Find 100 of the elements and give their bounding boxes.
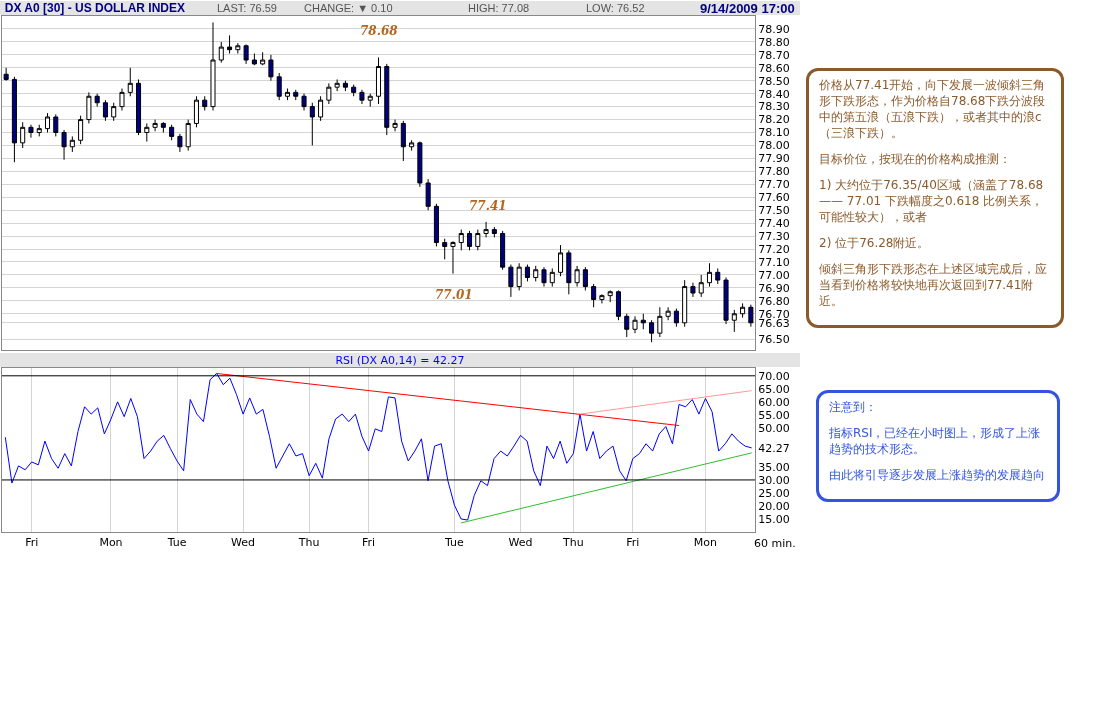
annotation: 77.41 — [469, 199, 507, 213]
y-tick-label: 77.60 — [758, 191, 790, 205]
annotation: 77.01 — [435, 288, 473, 302]
candlestick — [53, 113, 59, 137]
text: 1) 大约位于76.35/40区域（涵盖了78.68 —— 77.01 下跌幅度之0.618 比例关系，可能性较大），或者 — [819, 177, 1045, 225]
y-tick-label: 77.90 — [758, 152, 790, 166]
y-tick-label: 65.00 — [758, 382, 790, 396]
y-tick-label: 77.40 — [758, 216, 790, 230]
candlestick — [442, 238, 448, 260]
candlestick — [351, 84, 357, 97]
candlestick — [574, 265, 580, 288]
y-tick-label: 78.00 — [758, 139, 790, 153]
y-tick-label: 50.00 — [758, 421, 790, 435]
x-tick-label: Tue — [166, 536, 187, 550]
candlestick — [582, 266, 588, 291]
candlestick — [160, 121, 166, 134]
y-tick-label: 78.50 — [758, 74, 790, 88]
candlestick — [392, 119, 398, 132]
candlestick — [549, 267, 555, 288]
candlestick — [731, 309, 737, 333]
y-tick-label: 77.50 — [758, 204, 790, 218]
candlestick — [475, 229, 481, 251]
y-tick-label: 77.80 — [758, 165, 790, 179]
candlestick — [491, 226, 497, 238]
candlestick — [185, 119, 191, 152]
candlestick — [533, 265, 539, 282]
candlestick — [624, 313, 630, 338]
candlestick — [607, 289, 613, 303]
text: 由此将引导逐步发展上涨趋势的发展趋向 — [829, 467, 1046, 483]
candlestick — [715, 267, 721, 285]
x-tick-label: Fri — [626, 536, 640, 550]
candlestick — [640, 313, 646, 330]
candlestick — [516, 262, 522, 291]
candlestick — [144, 122, 150, 143]
candlestick — [3, 67, 9, 82]
y-tick-label: 78.70 — [758, 48, 790, 62]
candlestick — [193, 95, 199, 128]
candlestick — [309, 102, 315, 146]
candlestick — [342, 80, 348, 92]
y-tick-label: 76.80 — [758, 294, 790, 308]
candlestick — [483, 221, 489, 238]
candlestick — [227, 34, 233, 55]
candlestick — [698, 274, 704, 298]
candlestick — [359, 89, 365, 105]
text: LAST: 76.59 — [217, 2, 277, 14]
text: 注意到： — [829, 399, 878, 415]
y-tick-label: 20.00 — [758, 499, 790, 513]
candlestick — [649, 319, 655, 343]
text: 指标RSI，已经在小时图上，形成了上涨趋势的技术形态。 — [829, 425, 1042, 457]
text: 9/14/2009 17:00 — [700, 1, 795, 16]
candlestick — [566, 249, 572, 295]
candlestick — [740, 302, 746, 319]
candlestick — [500, 230, 506, 271]
candlestick — [119, 88, 125, 111]
candlestick — [558, 244, 564, 277]
candlestick — [458, 229, 464, 251]
y-tick-label: 15.00 — [758, 512, 790, 526]
y-tick-label: 77.20 — [758, 242, 790, 256]
candlestick — [44, 112, 51, 134]
text: 倾斜三角形下跌形态在上述区域完成后，应当看到价格将较快地再次返回到77.41附近。 — [819, 261, 1048, 309]
y-tick-label: 78.60 — [758, 61, 790, 75]
y-tick-label: 78.90 — [758, 22, 790, 36]
x-tick-label: Thu — [562, 536, 584, 550]
candlestick — [152, 119, 158, 132]
candlestick — [508, 264, 514, 298]
y-tick-label: 25.00 — [758, 486, 790, 500]
candlestick — [293, 89, 299, 101]
candlestick — [591, 283, 597, 308]
text: CHANGE: ▼ 0.10 — [304, 2, 393, 14]
candlestick — [466, 230, 473, 251]
candlestick — [169, 124, 175, 141]
y-tick-label: 42.27 — [758, 441, 790, 455]
candlestick — [177, 133, 183, 153]
candlestick — [673, 308, 679, 328]
chart-title: DX A0 [30] - US DOLLAR INDEX — [4, 1, 186, 16]
line-series — [4, 372, 753, 521]
candlestick — [28, 124, 34, 139]
chart-title: RSI (DX A0,14) = 42.27 — [335, 353, 465, 367]
candlestick — [69, 135, 75, 153]
candlestick — [665, 306, 671, 321]
annotation: 78.68 — [360, 24, 399, 38]
x-tick-label: Wed — [231, 536, 256, 550]
text: 价格从77.41开始，向下发展一波倾斜三角形下跌形态，作为价格自78.68下跌分波段中的第五浪（五浪下跌），或者其中的浪c（三浪下跌）。 — [819, 77, 1047, 141]
candlestick — [417, 141, 423, 188]
x-tick-label: Wed — [508, 536, 533, 550]
candlestick — [615, 289, 621, 321]
candlestick — [268, 54, 274, 82]
candlestick — [102, 99, 108, 122]
candlestick — [450, 240, 456, 275]
y-tick-label: 77.10 — [758, 255, 790, 269]
candlestick — [202, 95, 208, 111]
y-tick-label: 78.40 — [758, 87, 790, 101]
y-tick-label: 78.10 — [758, 126, 790, 140]
y-tick-label: 35.00 — [758, 460, 790, 474]
candlestick — [632, 315, 638, 334]
text: 2) 位于76.28附近。 — [819, 235, 931, 251]
candlestick — [243, 43, 249, 65]
candlestick — [61, 129, 67, 161]
candlestick — [78, 115, 84, 145]
y-tick-label: 77.70 — [758, 178, 790, 192]
